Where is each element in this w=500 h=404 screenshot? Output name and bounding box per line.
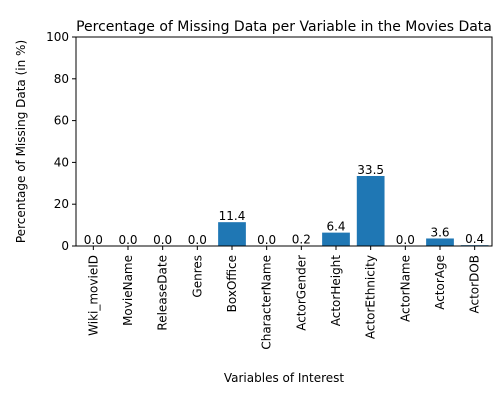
data-label: 6.4 bbox=[326, 220, 345, 234]
data-label: 0.4 bbox=[465, 232, 484, 246]
data-label: 0.0 bbox=[153, 233, 172, 247]
x-tick-label: ActorName bbox=[398, 255, 412, 322]
x-tick-label: ActorHeight bbox=[329, 255, 343, 327]
y-axis-ticks: 0 20 40 60 80 100 bbox=[46, 30, 76, 253]
y-tick-label: 60 bbox=[54, 114, 69, 128]
chart-title: Percentage of Missing Data per Variable … bbox=[76, 19, 492, 35]
data-label: 0.2 bbox=[292, 233, 311, 247]
y-tick-label: 20 bbox=[54, 197, 69, 211]
x-tick-label: Genres bbox=[190, 255, 204, 298]
data-label: 0.0 bbox=[118, 233, 137, 247]
x-tick-label: ActorGender bbox=[294, 255, 308, 331]
bar bbox=[218, 222, 246, 246]
x-axis-ticks: Wiki_movieID MovieName ReleaseDate Genres Bo… bbox=[86, 246, 481, 350]
y-tick-label: 80 bbox=[54, 72, 69, 86]
x-tick-label: ActorDOB bbox=[468, 255, 482, 314]
data-labels: 0.0 0.0 0.0 0.0 11.4 0.0 0.2 6.4 33.5 0.0 3.6 0.4 bbox=[84, 163, 484, 247]
plot-frame bbox=[76, 37, 492, 246]
x-tick-label: CharacterName bbox=[260, 255, 274, 350]
x-tick-label: MovieName bbox=[121, 255, 135, 326]
x-tick-label: ActorAge bbox=[433, 255, 447, 310]
data-label: 0.0 bbox=[188, 233, 207, 247]
bar bbox=[322, 233, 350, 246]
bar bbox=[357, 176, 385, 246]
data-label: 0.0 bbox=[84, 233, 103, 247]
data-label: 33.5 bbox=[357, 163, 384, 177]
bar bbox=[426, 238, 454, 246]
x-tick-label: ReleaseDate bbox=[156, 255, 170, 331]
data-label: 3.6 bbox=[430, 225, 449, 239]
x-tick-label: Wiki_movieID bbox=[86, 255, 100, 336]
x-tick-label: ActorEthnicity bbox=[364, 255, 378, 339]
data-label: 0.0 bbox=[396, 233, 415, 247]
data-label: 0.0 bbox=[257, 233, 276, 247]
x-tick-label: BoxOffice bbox=[225, 255, 239, 312]
y-tick-label: 100 bbox=[46, 30, 69, 44]
y-tick-label: 0 bbox=[61, 239, 69, 253]
x-axis-label: Variables of Interest bbox=[224, 371, 345, 385]
y-axis-label: Percentage of Missing Data (in %) bbox=[14, 40, 28, 243]
data-label: 11.4 bbox=[219, 209, 246, 223]
y-tick-label: 40 bbox=[54, 155, 69, 169]
